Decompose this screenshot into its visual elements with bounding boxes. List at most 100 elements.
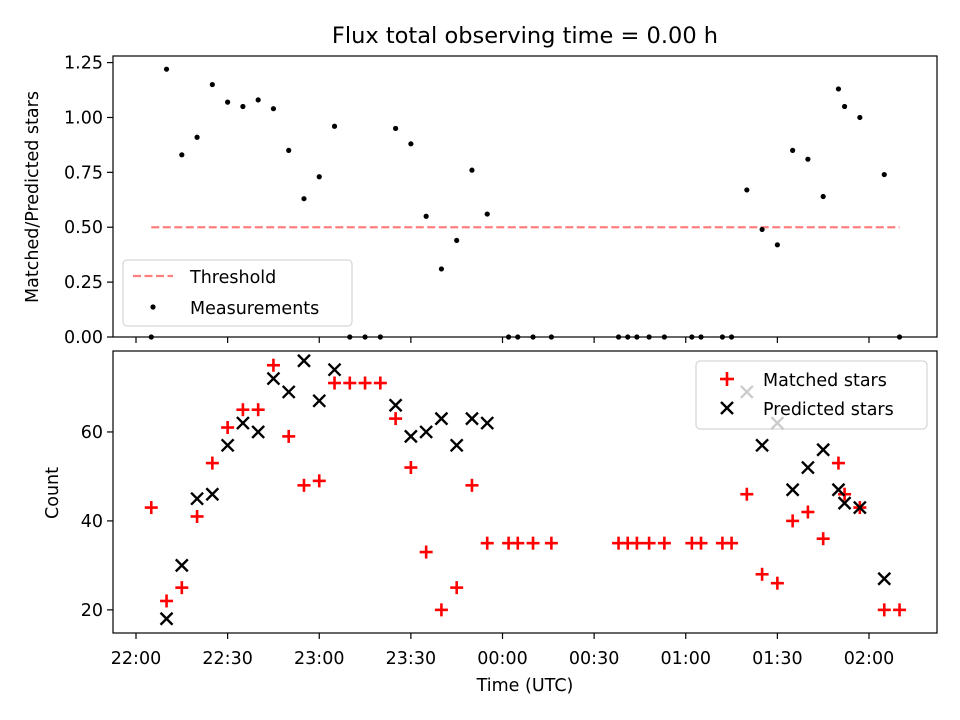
predicted-star-marker (419, 425, 433, 439)
x-tick-label: 00:00 (477, 649, 527, 669)
predicted-star-d2 (312, 393, 327, 408)
bottom-legend: Matched stars Predicted stars (695, 360, 928, 430)
bottom-legend-predicted-label: Predicted stars (763, 400, 894, 420)
predicted-star-marker (190, 491, 204, 506)
top-legend-measurements-swatch (150, 304, 156, 310)
measurement-point (805, 156, 811, 162)
predicted-star-marker (785, 482, 800, 497)
top-plot: 0.00 0.25 0.50 0.75 1.00 1.25 (64, 54, 938, 348)
matched-star-marker (801, 505, 815, 519)
predicted-star-d2 (251, 425, 266, 439)
predicted-star-marker (174, 558, 189, 573)
measurement-point (316, 174, 322, 180)
measurement-point (469, 167, 475, 173)
measurement-point (255, 97, 261, 103)
predicted-star-marker (159, 611, 174, 626)
bottom-legend-predicted-swatch (720, 401, 734, 415)
measurement-point (744, 187, 750, 193)
matched-star-marker (642, 536, 656, 550)
matched-star-marker (755, 567, 769, 581)
predicted-star-marker (388, 398, 403, 413)
predicted-star-d2 (174, 558, 189, 573)
measurement-point (270, 106, 277, 112)
matched-star-marker (725, 536, 739, 550)
measurement-point (163, 66, 170, 72)
predicted-star-d2 (877, 571, 892, 586)
measurement-point (484, 211, 490, 217)
predicted-star-d2 (449, 438, 464, 453)
matched-star-marker (205, 456, 219, 470)
matched-star-marker (266, 358, 280, 372)
predicted-star-d2 (465, 411, 479, 426)
matched-star-marker (160, 594, 174, 608)
top-plot-frame (112, 55, 938, 338)
matched-star-marker (657, 536, 671, 550)
predicted-star-d2 (434, 411, 449, 426)
predicted-star-marker (297, 353, 311, 368)
measurement-point (881, 171, 887, 178)
predicted-star-marker (449, 438, 464, 453)
measurement-point (179, 152, 185, 158)
bottom-plot-frame (112, 350, 938, 634)
measurement-point (835, 86, 842, 92)
predicted-star-d2 (404, 429, 418, 444)
predicted-star-d2 (388, 398, 403, 413)
top-y-tick-label: 0.75 (64, 163, 103, 183)
matched-star-marker (190, 509, 204, 523)
predicted-star-d2 (801, 460, 815, 475)
predicted-star-d2 (831, 482, 846, 497)
matched-star-marker (282, 429, 296, 443)
bottom-plot: 20 40 60 22:00 22:30 23:00 23:30 00:00 00:30 01:0… (81, 350, 938, 669)
measurement-point (790, 147, 796, 153)
bottom-y-tick-label: 60 (81, 423, 103, 443)
measurement-point (240, 103, 246, 110)
predicted-star-d2 (816, 442, 831, 457)
top-y-tick-label: 1.00 (64, 108, 103, 128)
predicted-star-d2 (220, 438, 235, 453)
predicted-star-d2 (852, 500, 867, 515)
matched-star-marker (236, 403, 250, 417)
matched-star-marker (419, 545, 433, 559)
matched-star-marker (831, 456, 845, 470)
matched-star-marker (770, 576, 784, 590)
measurement-point (301, 196, 307, 202)
measurement-point (194, 134, 200, 140)
predicted-star-marker (852, 500, 867, 515)
predicted-star-marker (327, 362, 342, 377)
matched-star-marker (544, 536, 558, 550)
matched-star-marker (893, 603, 907, 617)
predicted-star-d2 (190, 491, 204, 506)
predicted-star-d2 (419, 425, 433, 439)
measurement-point (841, 103, 848, 110)
predicted-star-d2 (159, 611, 174, 626)
predicted-star-marker (236, 416, 250, 430)
predicted-star-marker (755, 438, 769, 453)
x-tick-label: 01:30 (752, 649, 802, 669)
predicted-star-d2 (297, 353, 311, 368)
measurement-point (408, 141, 414, 147)
x-tick-label: 22:30 (202, 649, 252, 669)
predicted-star-marker (266, 371, 281, 386)
x-tick-label: 02:00 (844, 649, 894, 669)
predicted-star-d2 (266, 371, 281, 386)
x-tick-label: 00:30 (569, 649, 619, 669)
predicted-star-marker (205, 487, 220, 502)
measurement-point (759, 226, 765, 233)
matched-star-marker (373, 376, 387, 390)
predicted-star-d2 (755, 438, 769, 453)
top-y-tick-label: 0.25 (64, 273, 103, 293)
top-y-axis-label: Matched/Predicted stars (23, 91, 43, 303)
matched-star-marker (144, 501, 158, 515)
top-legend: Threshold Measurements (122, 259, 353, 327)
matched-star-marker (328, 376, 342, 390)
matched-star-marker (434, 603, 448, 617)
measurement-point (286, 147, 292, 153)
matched-star-marker (389, 412, 403, 426)
measurement-point (423, 213, 429, 219)
matched-star-marker (312, 474, 326, 488)
predicted-star-marker (404, 429, 418, 444)
x-axis-label: Time (UTC) (476, 676, 574, 696)
matched-star-marker (343, 376, 357, 390)
matched-star-marker (404, 461, 418, 475)
